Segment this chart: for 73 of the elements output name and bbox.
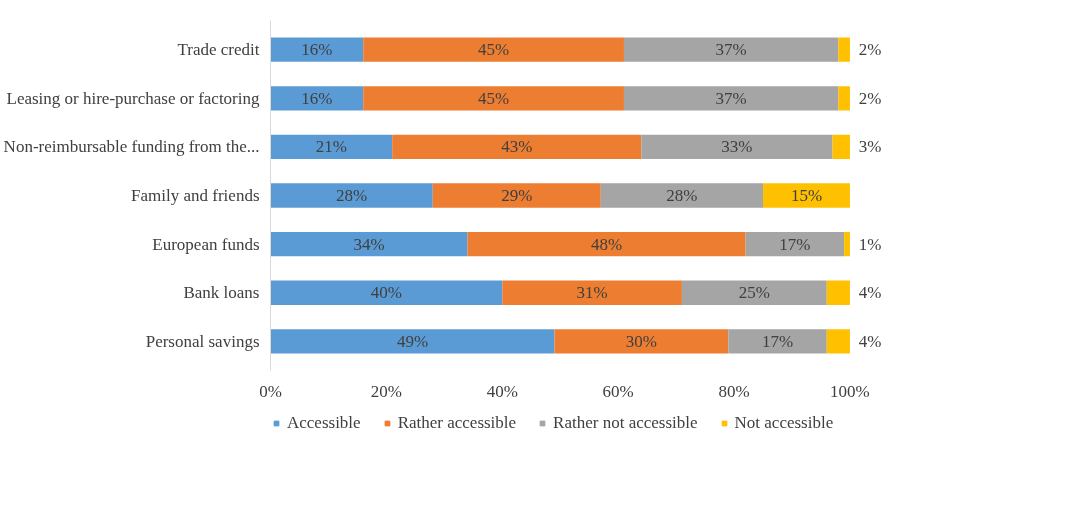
y-tick-label: Bank loans [183, 283, 260, 303]
bar [392, 134, 642, 160]
data-label: 34% [353, 234, 385, 254]
bar [554, 329, 729, 354]
data-label: 48% [590, 234, 623, 254]
bar [623, 86, 839, 111]
y-tick-label: Trade credit [177, 40, 260, 60]
data-label: 30% [625, 331, 657, 351]
y-tick-label: Personal savings [145, 331, 260, 351]
legend-label: Not accessible [734, 413, 834, 433]
legend-label: Rather accessible [397, 413, 517, 433]
bar [270, 37, 364, 62]
data-label: 2% [858, 40, 882, 60]
data-label: 37% [715, 88, 747, 108]
bar [745, 231, 845, 257]
data-label: 16% [301, 40, 333, 60]
bar [826, 329, 850, 354]
x-tick-label: 40% [486, 381, 518, 401]
bar [838, 86, 850, 111]
bar [270, 231, 468, 257]
bar [270, 86, 364, 111]
y-tick-label: Leasing or hire-purchase or factoring [6, 88, 260, 108]
bar [838, 37, 850, 62]
bar [363, 86, 624, 111]
bar [502, 280, 682, 305]
data-label: 2% [858, 88, 882, 108]
bar [641, 134, 833, 160]
data-label: 16% [301, 88, 333, 108]
bar [270, 183, 433, 208]
bar [600, 183, 764, 208]
legend-label: Rather not accessible [553, 413, 698, 433]
y-tick-label: Non-reimbursable funding from the... [3, 137, 260, 157]
data-label: 4% [858, 283, 882, 303]
data-label: 28% [666, 186, 698, 205]
data-label: 21% [315, 137, 347, 157]
x-tick-label: 20% [370, 381, 402, 401]
data-label: 31% [576, 283, 608, 303]
data-label: 40% [370, 283, 402, 303]
data-label: 17% [779, 234, 811, 254]
data-label: 25% [738, 283, 770, 303]
data-label: 17% [761, 331, 794, 351]
bar [681, 280, 827, 305]
bar [728, 329, 827, 354]
bar [363, 37, 624, 62]
y-tick-label: Family and friends [131, 186, 260, 205]
legend-label: Accessible [287, 413, 361, 433]
data-label: 1% [858, 234, 882, 254]
bar [432, 183, 601, 208]
data-label: 49% [396, 331, 429, 351]
data-label: 43% [501, 137, 533, 157]
bar [270, 134, 393, 160]
data-label: 45% [478, 88, 510, 108]
bar [832, 134, 850, 160]
data-label: 37% [715, 40, 747, 60]
x-tick-label: 100% [830, 381, 870, 401]
x-tick-label: 60% [602, 381, 634, 401]
bar [763, 183, 850, 208]
bar [826, 280, 850, 305]
data-label: 3% [858, 137, 882, 157]
y-tick-label: European funds [152, 234, 260, 254]
bar [623, 37, 839, 62]
x-tick-label: 80% [718, 381, 750, 401]
x-tick-label: 0% [259, 381, 282, 401]
bar [467, 231, 746, 257]
data-label: 15% [790, 186, 823, 205]
data-label: 33% [721, 137, 753, 157]
bar [270, 329, 555, 354]
bar [844, 231, 850, 257]
data-label: 29% [501, 186, 533, 205]
bar [270, 280, 503, 305]
data-label: 45% [478, 40, 510, 60]
data-label: 4% [858, 331, 882, 351]
data-label: 28% [336, 186, 368, 205]
